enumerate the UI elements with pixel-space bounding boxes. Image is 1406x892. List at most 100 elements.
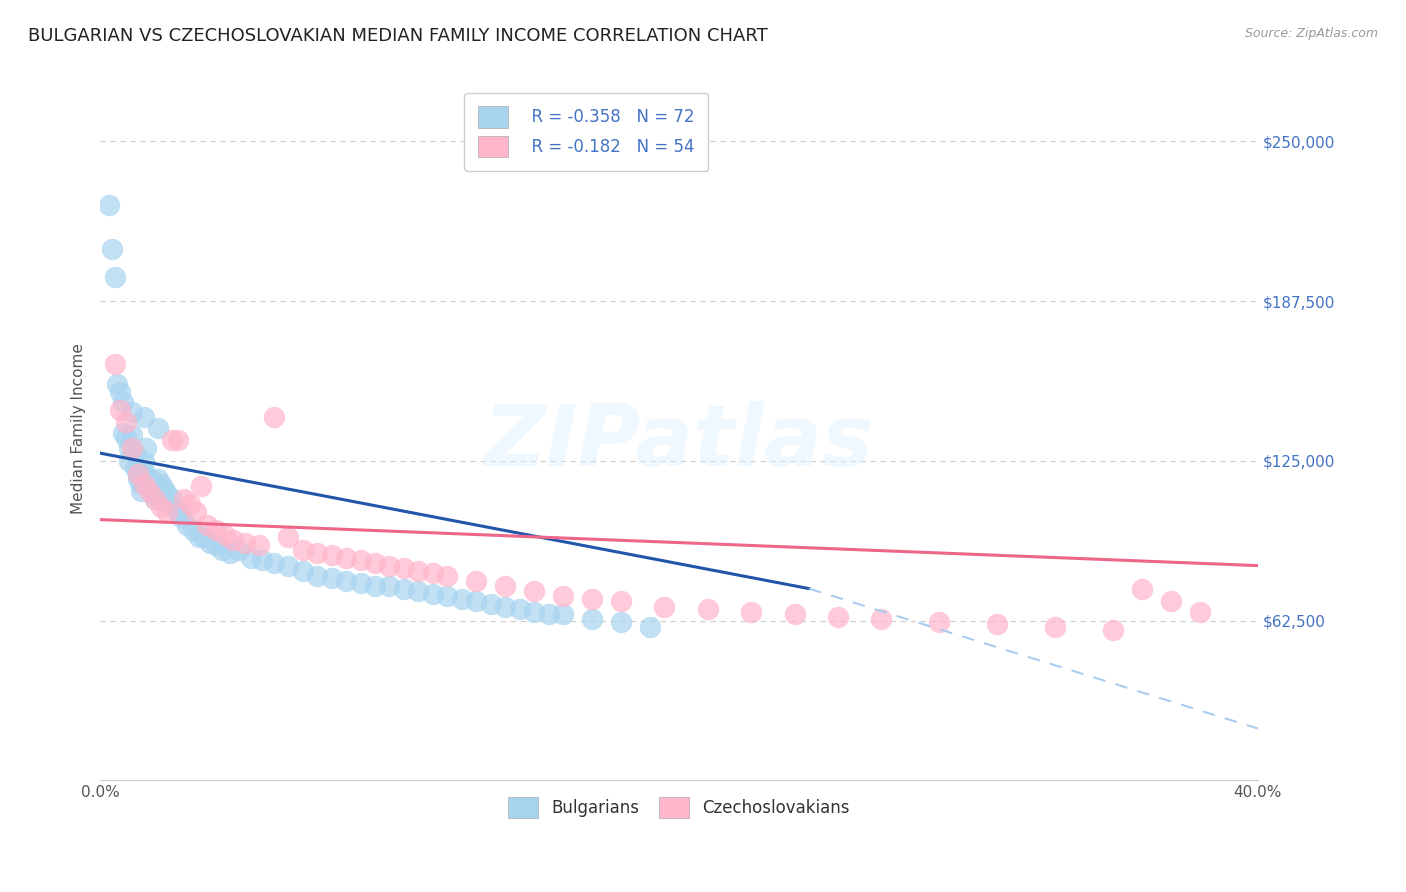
Point [378,558,401,573]
Point [250,553,273,567]
Point [205,523,228,537]
Point [581,591,603,606]
Point [110,384,132,399]
Point [156,505,179,519]
Point [181,523,204,537]
Point [263,556,285,570]
Point [219,546,242,560]
Point [638,620,661,634]
Point [118,454,141,468]
Point [1188,605,1211,619]
Point [986,617,1008,632]
Point [167,505,190,519]
Point [740,605,762,619]
Point [187,531,209,545]
Point [1102,623,1125,637]
Point [112,425,135,440]
Point [195,517,218,532]
Point [364,579,387,593]
Point [170,510,193,524]
Point [156,487,179,501]
Point [121,441,143,455]
Point [124,446,146,460]
Point [291,564,314,578]
Point [509,602,531,616]
Point [110,402,132,417]
Point [135,467,157,481]
Point [222,533,245,547]
Point [247,538,270,552]
Point [184,505,207,519]
Point [162,434,184,448]
Point [465,574,488,588]
Point [610,615,633,629]
Y-axis label: Median Family Income: Median Family Income [72,343,86,515]
Point [263,410,285,425]
Point [349,576,371,591]
Point [135,441,157,455]
Text: ZIPatlas: ZIPatlas [484,401,875,484]
Text: Source: ZipAtlas.com: Source: ZipAtlas.com [1244,27,1378,40]
Point [129,484,152,499]
Point [162,492,184,507]
Point [335,574,357,588]
Point [335,550,357,565]
Point [115,416,138,430]
Point [143,492,166,507]
Point [138,479,160,493]
Point [127,467,149,481]
Point [321,571,343,585]
Point [450,591,472,606]
Point [494,599,516,614]
Point [143,492,166,507]
Point [364,556,387,570]
Point [214,528,236,542]
Point [138,484,160,499]
Point [291,543,314,558]
Point [179,497,201,511]
Point [198,535,221,549]
Point [127,467,149,481]
Point [193,531,215,545]
Point [100,242,122,256]
Point [132,476,155,491]
Point [465,594,488,608]
Point [408,584,430,599]
Point [551,589,574,603]
Point [696,602,718,616]
Point [121,428,143,442]
Point [827,609,849,624]
Point [107,377,129,392]
Point [112,395,135,409]
Point [104,269,127,284]
Point [146,420,169,434]
Point [132,410,155,425]
Point [1130,582,1153,596]
Point [146,472,169,486]
Point [422,566,444,581]
Point [928,615,950,629]
Point [167,434,190,448]
Point [165,500,187,514]
Point [307,546,329,560]
Point [408,564,430,578]
Point [118,441,141,455]
Point [228,543,250,558]
Point [321,549,343,563]
Point [1160,594,1182,608]
Point [523,584,546,599]
Point [654,599,676,614]
Point [479,597,502,611]
Point [581,612,603,626]
Point [436,589,458,603]
Point [610,594,633,608]
Point [152,482,174,496]
Text: BULGARIAN VS CZECHOSLOVAKIAN MEDIAN FAMILY INCOME CORRELATION CHART: BULGARIAN VS CZECHOSLOVAKIAN MEDIAN FAMI… [28,27,768,45]
Point [551,607,574,622]
Point [233,535,256,549]
Point [537,607,560,622]
Point [277,558,299,573]
Point [378,579,401,593]
Point [211,543,233,558]
Point [129,476,152,491]
